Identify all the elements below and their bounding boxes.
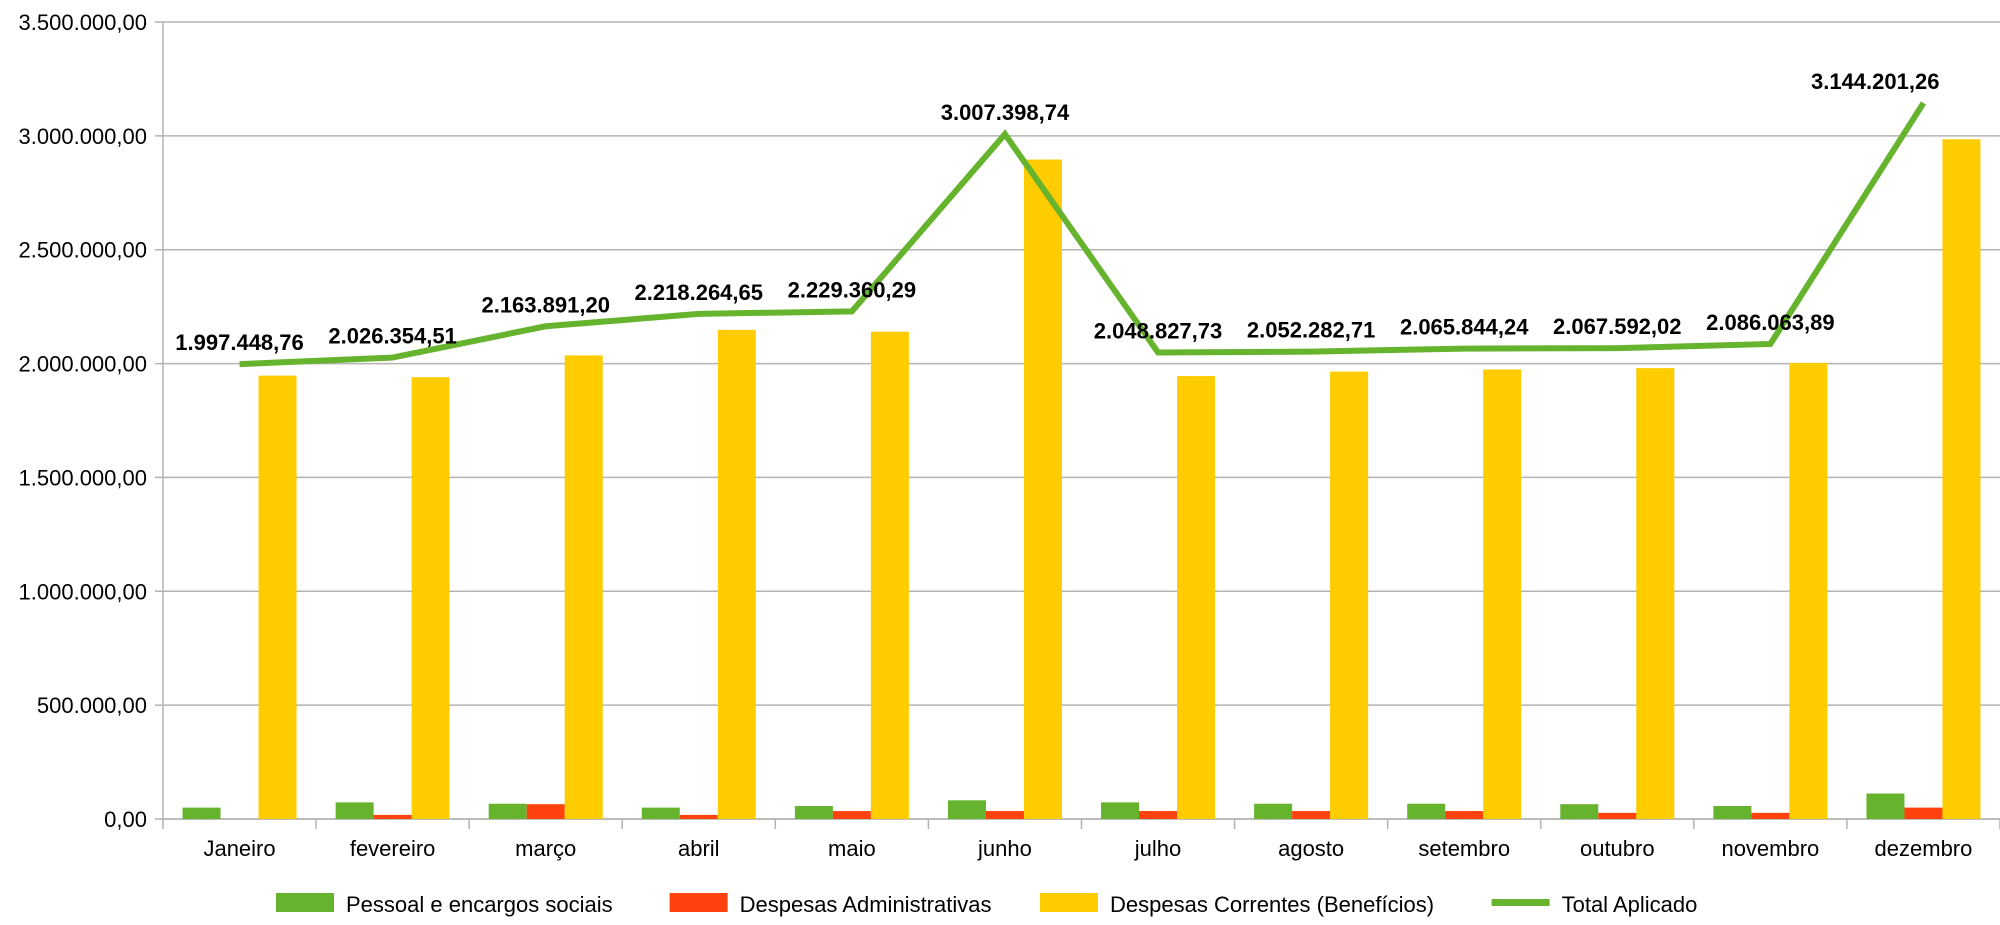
data-label: 2.048.827,73 (1094, 318, 1222, 343)
legend-label: Despesas Correntes (Benefícios) (1110, 892, 1434, 917)
x-tick-label: março (515, 836, 576, 861)
x-tick-label: Janeiro (203, 836, 275, 861)
bar (985, 811, 1024, 819)
bar (1713, 806, 1752, 819)
bar (832, 811, 871, 819)
bar (373, 814, 412, 819)
data-label: 2.026.354,51 (328, 324, 456, 349)
data-label: 2.065.844,24 (1400, 315, 1529, 340)
y-tick-label: 1.500.000,00 (19, 465, 147, 490)
bar (1330, 371, 1369, 819)
bar (411, 377, 450, 819)
data-label: 2.218.264,65 (635, 280, 763, 305)
bar (1445, 811, 1484, 819)
data-label: 3.144.201,26 (1811, 69, 1939, 94)
x-tick-label: fevereiro (350, 836, 436, 861)
legend-item: Despesas Correntes (Benefícios) (1040, 892, 1434, 917)
legend-label: Despesas Administrativas (740, 892, 992, 917)
x-tick-label: setembro (1418, 836, 1510, 861)
bar (526, 804, 565, 819)
x-tick-label: novembro (1721, 836, 1819, 861)
bar (1904, 807, 1943, 819)
legend-swatch (1491, 899, 1550, 906)
bar (488, 803, 527, 819)
x-tick-label: julho (1134, 836, 1181, 861)
bar (182, 807, 221, 819)
bar (641, 807, 680, 819)
data-label: 2.086.063,89 (1706, 310, 1834, 335)
axes (162, 22, 2000, 829)
data-label: 2.052.282,71 (1247, 318, 1375, 343)
bar (1483, 369, 1522, 819)
x-tick-label: agosto (1278, 836, 1344, 861)
y-tick-label: 2.500.000,00 (19, 238, 147, 263)
bar (1636, 368, 1675, 819)
legend-item: Pessoal e encargos sociais (276, 892, 613, 917)
bar (564, 355, 603, 819)
legend-item: Despesas Administrativas (669, 892, 992, 917)
data-label: 1.997.448,76 (175, 330, 303, 355)
bar (1407, 803, 1446, 819)
bar (1254, 803, 1293, 819)
y-tick-label: 500.000,00 (37, 693, 147, 718)
data-label: 2.163.891,20 (481, 292, 609, 317)
legend-swatch (1040, 893, 1098, 912)
bar (1139, 811, 1178, 819)
line-series (239, 101, 1926, 368)
bar (335, 802, 374, 819)
x-tick-label: abril (678, 836, 720, 861)
legend-swatch (276, 893, 334, 912)
legend-label: Total Aplicado (1562, 892, 1698, 917)
y-tick-label: 1.000.000,00 (19, 579, 147, 604)
bar (1866, 793, 1905, 819)
data-label: 3.007.398,74 (941, 100, 1070, 125)
bar (1177, 376, 1216, 819)
bar (794, 806, 833, 819)
bar (679, 814, 718, 819)
x-tick-label: maio (828, 836, 876, 861)
y-tick-label: 2.000.000,00 (19, 352, 147, 377)
gridlines (155, 21, 2000, 820)
x-tick-label: outubro (1580, 836, 1655, 861)
x-axis-tick-labels: Janeiro fevereiro março abril maio junho julho… (203, 836, 1972, 861)
x-tick-label: junho (977, 836, 1032, 861)
legend-swatch (669, 893, 728, 912)
bar (1560, 804, 1599, 819)
legend-label: Pessoal e encargos sociais (346, 892, 613, 917)
bar (1789, 362, 1828, 819)
y-tick-label: 3.500.000,00 (19, 10, 147, 35)
bar (1598, 812, 1637, 819)
bar (1751, 812, 1790, 819)
y-tick-label: 0,00 (104, 807, 147, 832)
data-labels: 1.997.448,76 2.026.354,51 2.163.891,20 2.21… (175, 69, 1939, 355)
x-tick-label: dezembro (1875, 836, 1973, 861)
bar (1942, 139, 1981, 820)
bar (1101, 802, 1140, 819)
legend: Pessoal e encargos sociais Despesas Admin… (276, 892, 1697, 917)
total-line (239, 101, 1926, 368)
y-tick-label: 3.000.000,00 (19, 124, 147, 149)
bar (947, 800, 986, 819)
data-label: 2.229.360,29 (788, 277, 916, 302)
bar (1023, 159, 1062, 819)
y-axis-tick-labels: 0,00 500.000,00 1.000.000,00 1.500.000,00 2.… (19, 10, 147, 832)
legend-item: Total Aplicado (1491, 892, 1698, 917)
bar (1292, 811, 1331, 819)
bar (717, 329, 756, 819)
bar-series (182, 139, 1981, 820)
bar (870, 331, 909, 819)
data-label: 2.067.592,02 (1553, 314, 1681, 339)
bar (258, 375, 297, 819)
